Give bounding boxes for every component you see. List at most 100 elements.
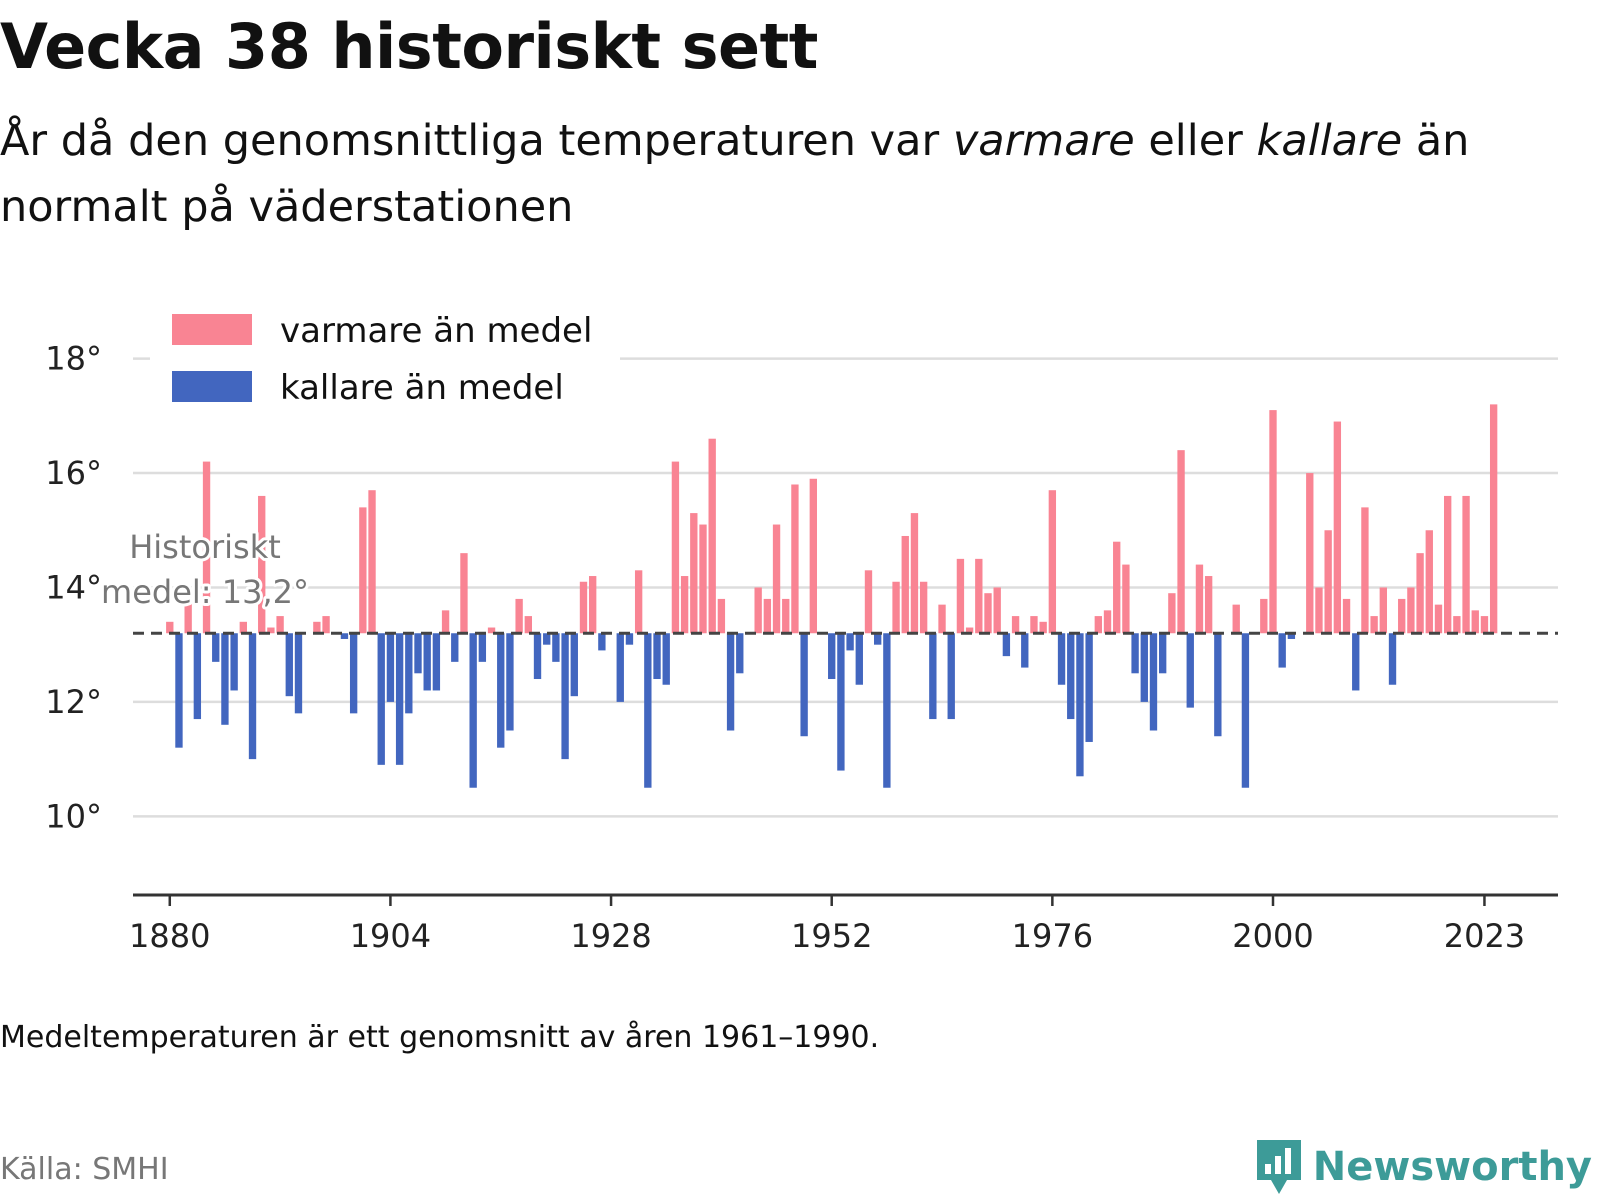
bar-1911 <box>451 633 459 662</box>
bar-1907 <box>414 633 422 674</box>
chart-title: Vecka 38 historiskt sett <box>0 10 818 83</box>
bar-1945 <box>763 598 772 634</box>
chart-subtitle: År då den genomsnittliga temperaturen va… <box>0 108 1580 240</box>
bar-1917 <box>506 633 514 731</box>
y-tick-label: 14° <box>45 568 102 606</box>
bar-1997 <box>1241 633 1250 788</box>
bar-2008 <box>1342 598 1351 634</box>
bar-1927 <box>598 633 606 651</box>
x-tick-label: 2000 <box>1232 917 1313 955</box>
bar-1966 <box>956 558 965 634</box>
bar-1953 <box>837 633 845 771</box>
bar-1887 <box>230 633 238 691</box>
bar-1961 <box>910 513 919 634</box>
bar-1913 <box>469 633 477 788</box>
bar-1982 <box>1103 610 1112 634</box>
bar-2020 <box>1453 616 1461 634</box>
bar-1880 <box>166 621 174 634</box>
bar-2004 <box>1306 473 1314 634</box>
bar-2023 <box>1480 616 1489 634</box>
bar-2022 <box>1471 610 1479 634</box>
bar-1910 <box>441 610 450 634</box>
bar-1924 <box>570 633 578 697</box>
bar-1978 <box>1067 633 1075 720</box>
bar-2009 <box>1352 633 1360 691</box>
bar-2010 <box>1361 507 1369 634</box>
y-axis-labels: 10° 12° 14° 16° 18° <box>45 340 102 836</box>
bar-1960 <box>901 535 909 634</box>
bar-2001 <box>1278 633 1286 668</box>
bar-2000 <box>1269 410 1277 634</box>
x-tick-label: 1976 <box>1012 917 1093 955</box>
bar-1904 <box>386 633 395 702</box>
subtitle-warm-word: varmare <box>952 116 1135 166</box>
bar-1893 <box>285 633 293 697</box>
bar-1926 <box>589 576 597 634</box>
bar-1937 <box>690 513 698 634</box>
bar-1883 <box>193 633 202 720</box>
bar-1931 <box>634 570 643 634</box>
bar-1983 <box>1113 541 1121 634</box>
bar-1886 <box>221 633 229 725</box>
bar-1996 <box>1232 604 1240 634</box>
bar-1914 <box>478 633 487 662</box>
bar-1969 <box>984 593 992 634</box>
bar-1965 <box>947 633 955 720</box>
bar-1938 <box>699 524 707 634</box>
y-tick-label: 12° <box>45 683 102 721</box>
bar-1933 <box>653 633 661 680</box>
bar-1991 <box>1186 633 1194 708</box>
bar-2015 <box>1407 587 1415 634</box>
bar-2021 <box>1462 495 1470 634</box>
x-axis: 1880 1904 1928 1952 1976 2000 2023 <box>129 893 1558 955</box>
x-tick-label: 1952 <box>791 917 872 955</box>
bar-1962 <box>919 581 928 634</box>
bar-2014 <box>1398 598 1406 634</box>
x-tick-label: 1904 <box>350 917 431 955</box>
bar-1906 <box>405 633 413 714</box>
bar-1948 <box>791 484 799 634</box>
mean-label-line1: Historiskt <box>129 528 281 566</box>
bar-2017 <box>1425 530 1433 634</box>
bar-1989 <box>1168 593 1176 634</box>
bar-1958 <box>883 633 891 788</box>
bar-1896 <box>313 621 321 634</box>
bar-1979 <box>1076 633 1084 777</box>
bar-1987 <box>1149 633 1158 731</box>
y-tick-label: 16° <box>45 454 102 492</box>
footnote: Medeltemperaturen är ett genomsnitt av å… <box>0 1020 880 1055</box>
bar-1959 <box>892 581 900 634</box>
bar-1925 <box>579 581 588 634</box>
bar-1975 <box>1039 621 1047 634</box>
bar-1952 <box>828 633 836 680</box>
bar-1936 <box>680 576 689 634</box>
bar-2006 <box>1324 530 1332 634</box>
bar-1889 <box>248 633 257 760</box>
subtitle-text-3: än normalt på väderstationen <box>0 116 1470 232</box>
mean-annotation: Historiskt medel: 13,2° <box>98 525 312 614</box>
subtitle-cold-word: kallare <box>1256 116 1403 166</box>
legend-swatch <box>172 371 252 402</box>
bar-1970 <box>993 587 1001 634</box>
bar-1984 <box>1122 564 1130 634</box>
bar-1921 <box>543 633 551 645</box>
bar-1956 <box>864 570 873 634</box>
bar-1974 <box>1030 616 1038 634</box>
mean-label-line2: medel: 13,2° <box>101 573 309 611</box>
bar-1892 <box>276 616 284 634</box>
bar-1954 <box>846 633 854 651</box>
subtitle-text-2: eller <box>1134 116 1257 166</box>
legend-swatch <box>172 314 252 345</box>
bar-1930 <box>625 633 634 645</box>
temperature-bar-chart: 10° 12° 14° 16° 18° 1880 1904 1928 1952 1976 2000… <box>45 300 1558 955</box>
bar-1999 <box>1260 598 1268 634</box>
bar-2007 <box>1333 421 1342 634</box>
bar-1988 <box>1159 633 1167 674</box>
bar-2012 <box>1379 587 1387 634</box>
bar-2018 <box>1434 604 1443 634</box>
bar-1990 <box>1177 450 1185 634</box>
x-tick-label: 1880 <box>129 917 210 955</box>
bar-1946 <box>772 524 781 634</box>
bar-1940 <box>717 598 726 634</box>
bar-1905 <box>395 633 404 765</box>
